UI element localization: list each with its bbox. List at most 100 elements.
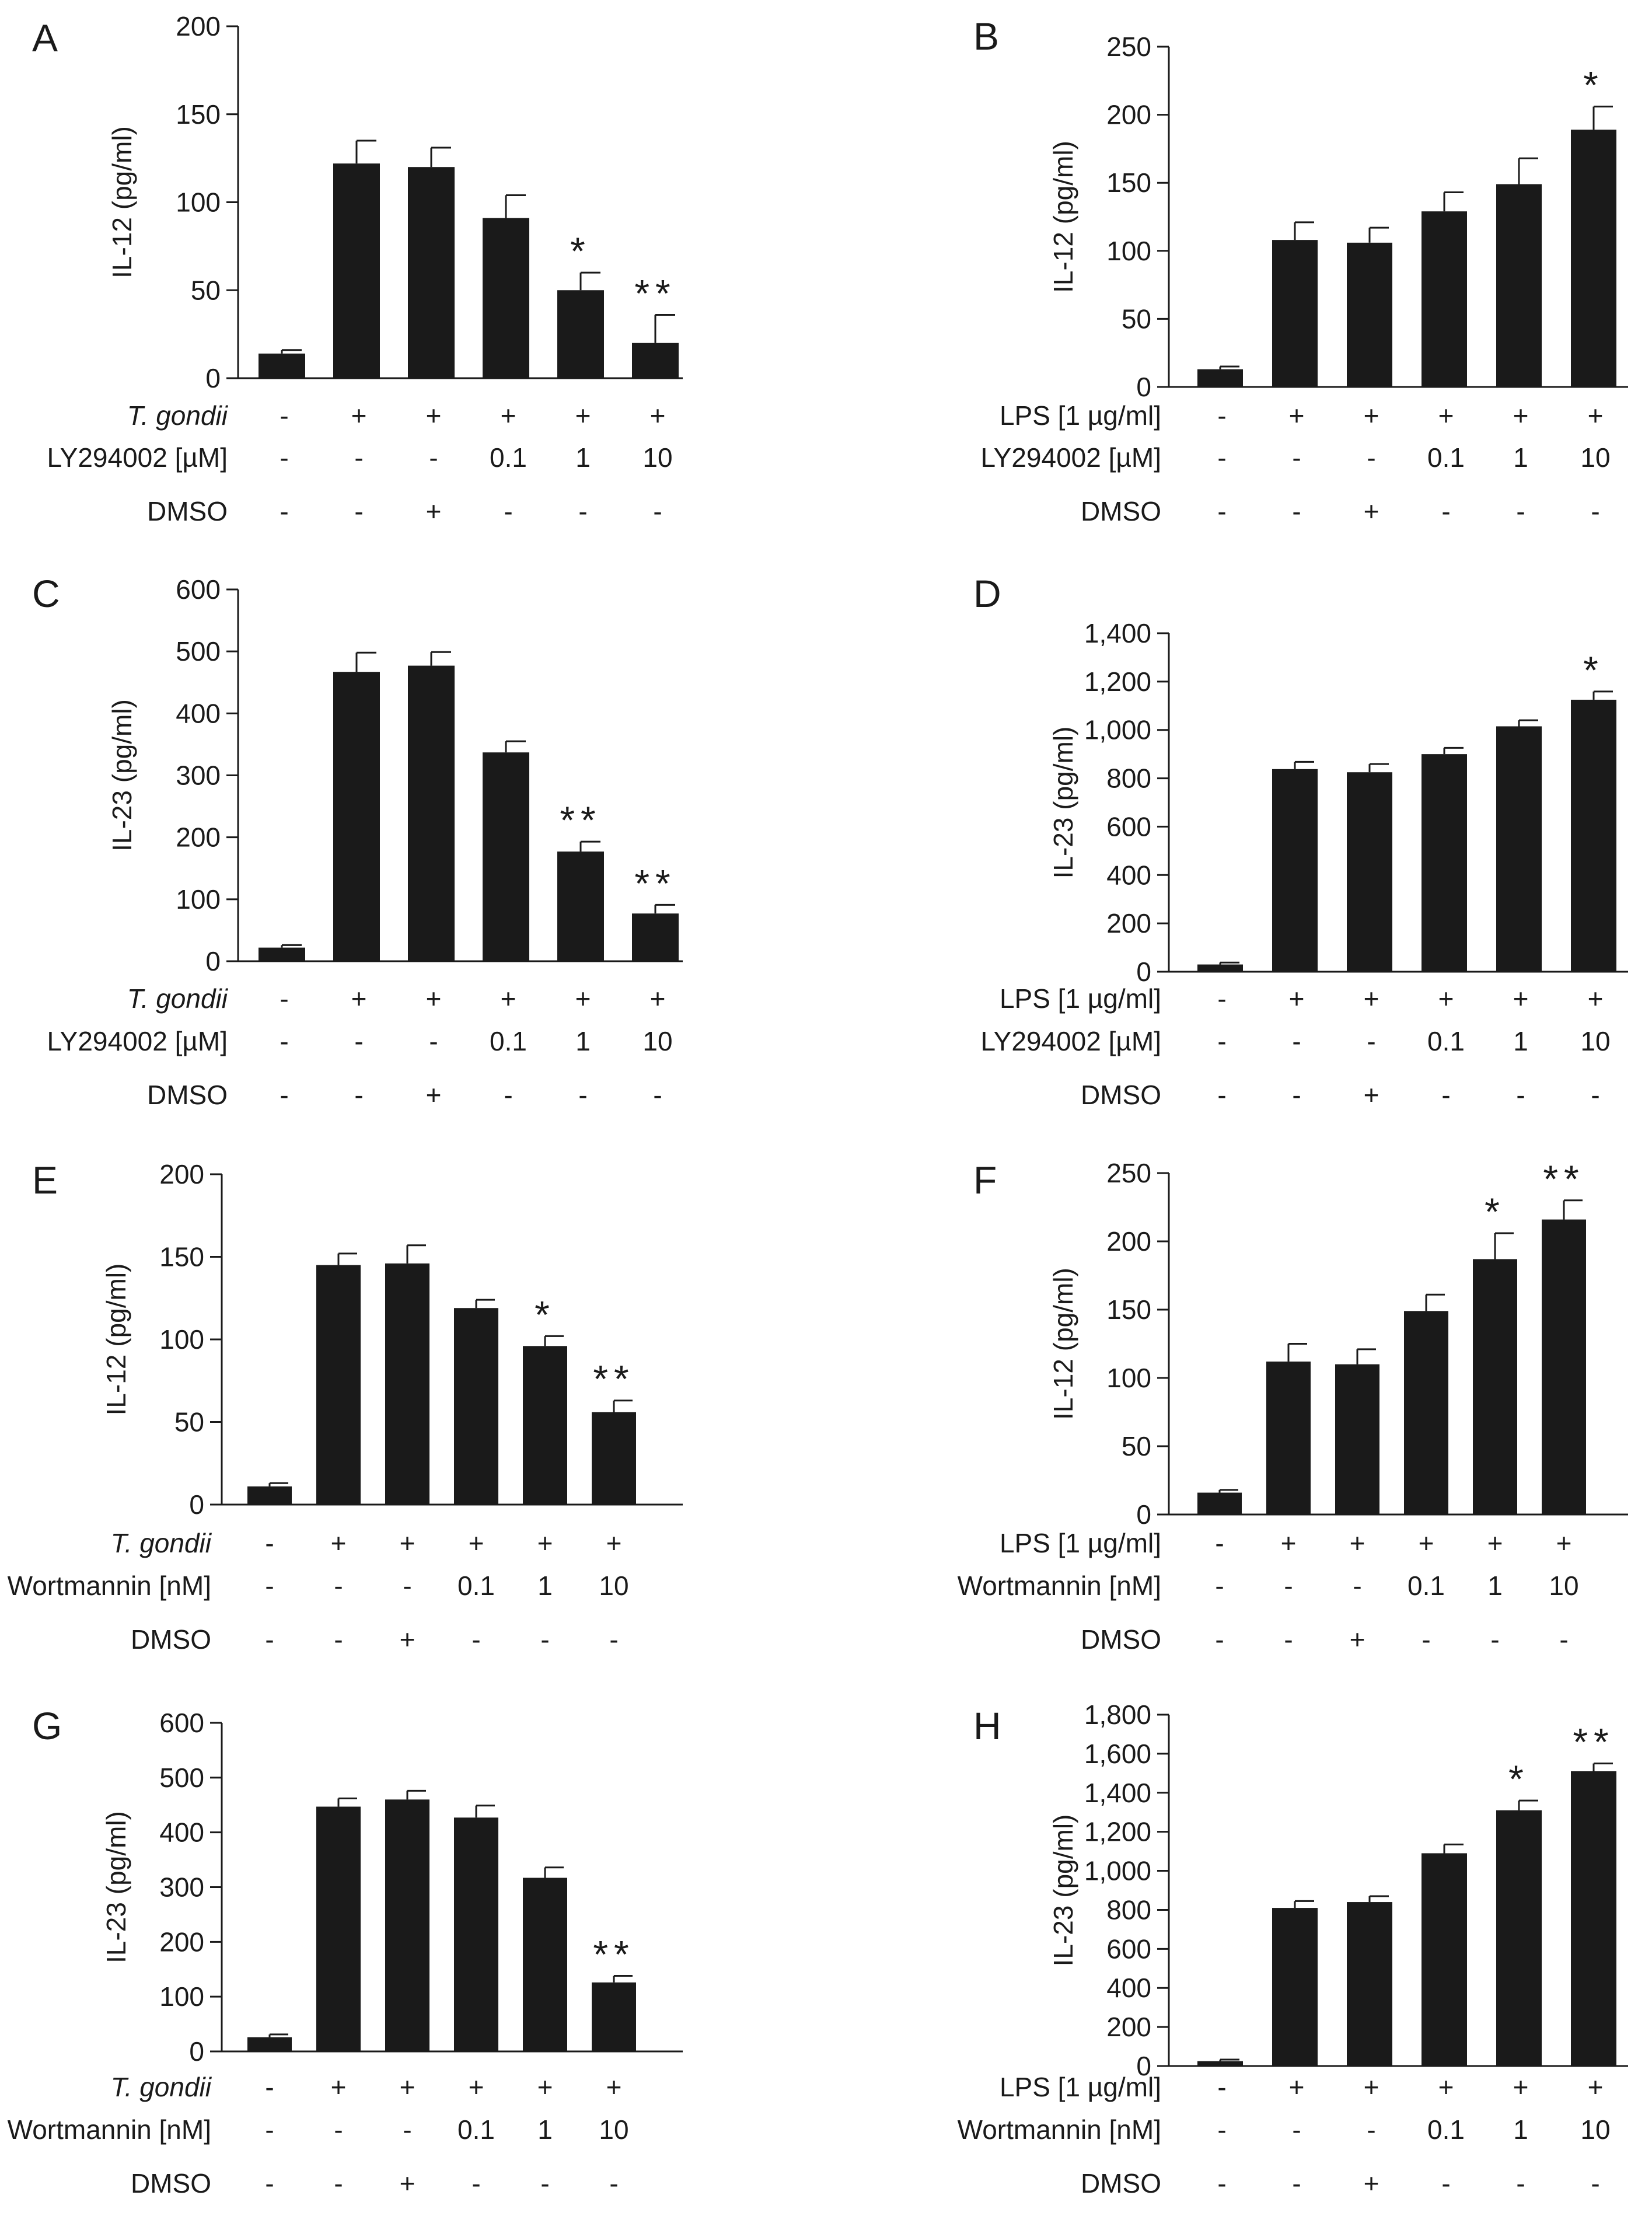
- bar-g-5: [523, 1878, 567, 2051]
- condition-value-a-1-5: +: [575, 400, 591, 431]
- condition-value-d-1-5: +: [1513, 983, 1529, 1014]
- condition-value-d-2-4: 0.1: [1427, 1026, 1465, 1056]
- condition-label-f-2: Wortmannin [nM]: [958, 1571, 1161, 1601]
- y-tick-label-h: 0: [1136, 2051, 1151, 2081]
- bar-e-4: [454, 1308, 498, 1505]
- condition-value-g-3-5: -: [540, 2168, 549, 2198]
- bar-c-6: [632, 913, 679, 961]
- condition-value-h-1-1: -: [1217, 2072, 1226, 2102]
- bar-c-5: [557, 851, 604, 961]
- condition-value-a-1-1: -: [280, 400, 288, 431]
- condition-label-d-2: LY294002 [µM]: [980, 1026, 1161, 1056]
- condition-value-b-3-2: -: [1292, 496, 1301, 526]
- condition-value-g-1-1: -: [265, 2072, 274, 2102]
- condition-value-h-3-1: -: [1217, 2168, 1226, 2198]
- bar-a-5: [557, 290, 604, 378]
- condition-value-g-3-1: -: [265, 2168, 274, 2198]
- condition-value-f-3-5: -: [1490, 1624, 1499, 1655]
- condition-label-b-2: LY294002 [µM]: [980, 442, 1161, 473]
- condition-value-h-1-6: +: [1588, 2072, 1604, 2102]
- condition-value-d-1-3: +: [1364, 983, 1379, 1014]
- condition-value-e-1-5: +: [537, 1528, 553, 1558]
- condition-value-c-2-3: -: [429, 1026, 438, 1056]
- condition-value-e-3-5: -: [540, 1624, 549, 1655]
- condition-value-g-2-5: 1: [537, 2114, 553, 2145]
- y-tick-label-e: 100: [159, 1324, 204, 1355]
- condition-label-c-2: LY294002 [µM]: [47, 1026, 228, 1056]
- y-tick-label-g: 600: [159, 1708, 204, 1738]
- y-tick-label-h: 400: [1106, 1973, 1151, 2003]
- y-tick-label-h: 600: [1106, 1934, 1151, 1964]
- y-tick-label-h: 200: [1106, 2012, 1151, 2042]
- bar-h-4: [1422, 1853, 1467, 2066]
- y-tick-label-b: 250: [1106, 32, 1151, 62]
- bar-g-1: [247, 2037, 292, 2051]
- condition-label-a-1: T. gondii: [127, 400, 229, 431]
- y-tick-label-d: 1,400: [1084, 618, 1151, 648]
- condition-value-h-1-5: +: [1513, 2072, 1529, 2102]
- condition-value-e-2-2: -: [334, 1571, 343, 1601]
- y-tick-label-f: 0: [1136, 1499, 1151, 1530]
- panel-letter-e: E: [32, 1158, 58, 1202]
- y-tick-label-g: 100: [159, 1981, 204, 2012]
- y-axis-label-g: IL-23 (pg/ml): [101, 1811, 131, 1963]
- condition-value-h-2-6: 10: [1580, 2114, 1610, 2145]
- condition-value-c-1-4: +: [501, 983, 516, 1014]
- condition-value-g-1-3: +: [400, 2072, 415, 2102]
- significance-mark-a-6: **: [634, 271, 676, 315]
- bar-f-4: [1404, 1311, 1448, 1514]
- significance-mark-g-6: **: [593, 1933, 634, 1976]
- y-tick-label-a: 150: [176, 99, 221, 130]
- y-tick-label-h: 1,000: [1084, 1856, 1151, 1886]
- condition-value-h-2-2: -: [1292, 2114, 1301, 2145]
- y-tick-label-h: 800: [1106, 1894, 1151, 1925]
- condition-value-c-2-5: 1: [575, 1026, 591, 1056]
- condition-value-c-1-1: -: [280, 983, 288, 1014]
- condition-value-b-1-3: +: [1364, 400, 1379, 431]
- condition-value-d-1-1: -: [1217, 983, 1226, 1014]
- bar-h-5: [1496, 1810, 1542, 2066]
- bar-c-1: [259, 947, 305, 961]
- y-tick-label-g: 400: [159, 1817, 204, 1848]
- y-tick-label-g: 300: [159, 1872, 204, 1903]
- condition-label-g-1: T. gondii: [111, 2072, 212, 2102]
- y-tick-label-f: 100: [1106, 1363, 1151, 1393]
- condition-value-c-1-5: +: [575, 983, 591, 1014]
- condition-label-h-1: LPS [1 µg/ml]: [1000, 2072, 1161, 2102]
- condition-value-b-1-2: +: [1289, 400, 1305, 431]
- condition-value-g-1-6: +: [606, 2072, 622, 2102]
- condition-value-e-3-6: -: [609, 1624, 618, 1655]
- y-tick-label-f: 150: [1106, 1294, 1151, 1325]
- y-tick-label-g: 0: [189, 2036, 204, 2067]
- condition-value-d-3-3: +: [1364, 1080, 1379, 1110]
- condition-label-e-1: T. gondii: [111, 1528, 212, 1558]
- condition-value-a-3-5: -: [578, 496, 587, 526]
- y-tick-label-h: 1,800: [1084, 1699, 1151, 1730]
- y-tick-label-b: 100: [1106, 236, 1151, 266]
- condition-value-c-2-6: 10: [642, 1026, 672, 1056]
- significance-mark-d-6: *: [1583, 648, 1604, 692]
- condition-value-e-2-4: 0.1: [457, 1571, 495, 1601]
- condition-value-b-3-4: -: [1441, 496, 1450, 526]
- bar-f-6: [1542, 1219, 1586, 1514]
- condition-value-h-1-2: +: [1289, 2072, 1305, 2102]
- condition-value-h-3-3: +: [1364, 2168, 1379, 2198]
- condition-value-e-2-1: -: [265, 1571, 274, 1601]
- condition-value-c-3-2: -: [354, 1080, 363, 1110]
- bar-e-2: [316, 1265, 361, 1505]
- y-tick-label-b: 150: [1106, 167, 1151, 198]
- condition-value-c-3-1: -: [280, 1080, 288, 1110]
- bar-e-3: [385, 1263, 429, 1505]
- y-tick-label-f: 50: [1122, 1431, 1151, 1461]
- bar-f-2: [1266, 1361, 1311, 1514]
- condition-value-a-2-6: 10: [642, 442, 672, 473]
- condition-value-c-1-2: +: [351, 983, 367, 1014]
- condition-value-d-3-6: -: [1591, 1080, 1599, 1110]
- condition-value-b-3-3: +: [1364, 496, 1379, 526]
- condition-value-e-3-1: -: [265, 1624, 274, 1655]
- condition-value-g-3-6: -: [609, 2168, 618, 2198]
- panel-letter-f: F: [973, 1158, 997, 1202]
- condition-value-g-3-3: +: [400, 2168, 415, 2198]
